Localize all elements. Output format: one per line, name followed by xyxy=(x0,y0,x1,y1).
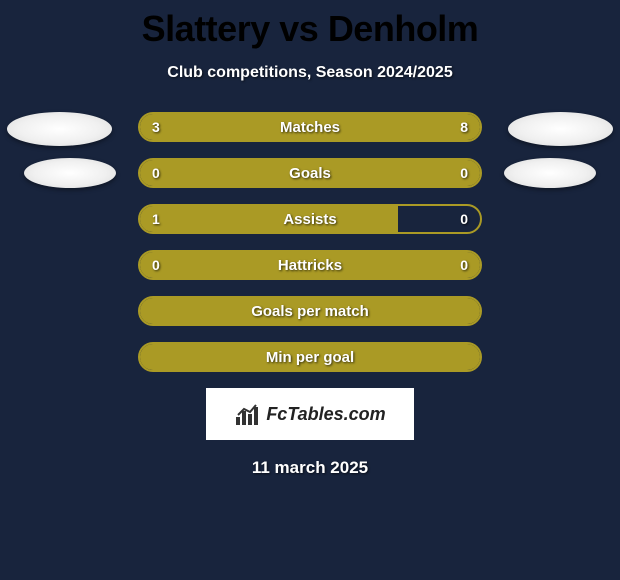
bar-label: Goals xyxy=(140,160,480,186)
player1-name: Slattery xyxy=(142,8,270,49)
stat-bar: Min per goal xyxy=(138,342,482,372)
stat-bar: 10Assists xyxy=(138,204,482,234)
stat-bar: 00Hattricks xyxy=(138,250,482,280)
player2-name: Denholm xyxy=(328,8,479,49)
bar-label: Min per goal xyxy=(140,344,480,370)
logo-icon xyxy=(234,401,260,427)
player1-avatar-bottom xyxy=(24,158,116,188)
vs-text: vs xyxy=(279,8,318,49)
logo-box: FcTables.com xyxy=(206,388,414,440)
bar-label: Goals per match xyxy=(140,298,480,324)
player1-avatar-top xyxy=(7,112,112,146)
bar-label: Matches xyxy=(140,114,480,140)
stat-bar: Goals per match xyxy=(138,296,482,326)
player2-avatar-bottom xyxy=(504,158,596,188)
logo-text: FcTables.com xyxy=(266,404,385,425)
bar-label: Assists xyxy=(140,206,480,232)
stat-bars: 38Matches 00Goals 10Assists 00Hattricks Goal… xyxy=(138,112,482,372)
subtitle: Club competitions, Season 2024/2025 xyxy=(0,64,620,82)
stat-bar: 00Goals xyxy=(138,158,482,188)
bar-label: Hattricks xyxy=(140,252,480,278)
content-area: 38Matches 00Goals 10Assists 00Hattricks Goal… xyxy=(0,112,620,478)
date-text: 11 march 2025 xyxy=(0,458,620,478)
stat-bar: 38Matches xyxy=(138,112,482,142)
comparison-title: Slattery vs Denholm xyxy=(0,0,620,50)
player2-avatar-top xyxy=(508,112,613,146)
